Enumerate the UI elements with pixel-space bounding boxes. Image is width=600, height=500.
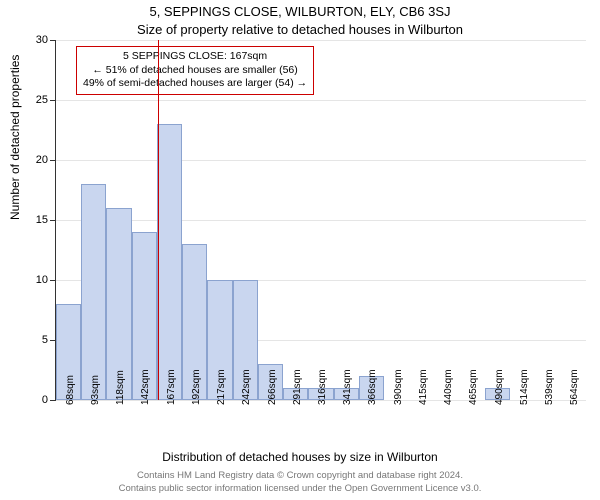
y-tick-label: 5 — [26, 334, 48, 346]
x-axis-label: Distribution of detached houses by size … — [0, 450, 600, 464]
x-tick-label: 564sqm — [569, 369, 580, 405]
y-tick — [50, 280, 56, 281]
x-tick-label: 68sqm — [65, 375, 76, 405]
gridline — [56, 40, 586, 41]
plot-area: 5 SEPPINGS CLOSE: 167sqm ← 51% of detach… — [55, 40, 586, 401]
y-tick — [50, 160, 56, 161]
x-tick-label: 390sqm — [393, 369, 404, 405]
x-tick-label: 142sqm — [140, 369, 151, 405]
y-tick-label: 10 — [26, 274, 48, 286]
x-tick-label: 341sqm — [342, 369, 353, 405]
x-tick-label: 167sqm — [166, 369, 177, 405]
property-size-chart: 5, SEPPINGS CLOSE, WILBURTON, ELY, CB6 3… — [0, 0, 600, 500]
y-tick-label: 0 — [26, 394, 48, 406]
x-tick-label: 93sqm — [90, 375, 101, 405]
x-tick-label: 242sqm — [241, 369, 252, 405]
bar — [81, 184, 106, 400]
y-tick-label: 25 — [26, 94, 48, 106]
chart-title-address: 5, SEPPINGS CLOSE, WILBURTON, ELY, CB6 3… — [0, 4, 600, 19]
callout-line1: 5 SEPPINGS CLOSE: 167sqm — [83, 50, 307, 64]
gridline — [56, 220, 586, 221]
x-tick-label: 514sqm — [519, 369, 530, 405]
y-tick-label: 15 — [26, 214, 48, 226]
x-tick-label: 291sqm — [292, 369, 303, 405]
y-axis-label: Number of detached properties — [8, 55, 22, 220]
reference-line — [158, 40, 159, 400]
gridline — [56, 100, 586, 101]
x-tick-label: 266sqm — [267, 369, 278, 405]
x-tick-label: 465sqm — [468, 369, 479, 405]
x-tick-label: 440sqm — [443, 369, 454, 405]
bar — [157, 124, 182, 400]
x-tick-label: 118sqm — [115, 370, 126, 405]
x-tick-label: 217sqm — [216, 369, 227, 405]
gridline — [56, 160, 586, 161]
callout-line3: 49% of semi-detached houses are larger (… — [83, 77, 307, 91]
chart-subtitle: Size of property relative to detached ho… — [0, 22, 600, 37]
x-tick-label: 415sqm — [418, 369, 429, 405]
callout-box: 5 SEPPINGS CLOSE: 167sqm ← 51% of detach… — [76, 46, 314, 95]
x-tick-label: 539sqm — [544, 369, 555, 405]
x-tick-label: 490sqm — [494, 369, 505, 405]
y-tick — [50, 40, 56, 41]
callout-line2: ← 51% of detached houses are smaller (56… — [83, 64, 307, 78]
x-tick-label: 192sqm — [191, 369, 202, 405]
y-tick — [50, 100, 56, 101]
footer-copyright: Contains HM Land Registry data © Crown c… — [0, 470, 600, 481]
footer-licence: Contains public sector information licen… — [0, 483, 600, 494]
x-tick-label: 316sqm — [317, 369, 328, 405]
x-tick-label: 366sqm — [367, 369, 378, 405]
y-tick-label: 30 — [26, 34, 48, 46]
y-tick — [50, 400, 56, 401]
y-tick-label: 20 — [26, 154, 48, 166]
y-tick — [50, 220, 56, 221]
